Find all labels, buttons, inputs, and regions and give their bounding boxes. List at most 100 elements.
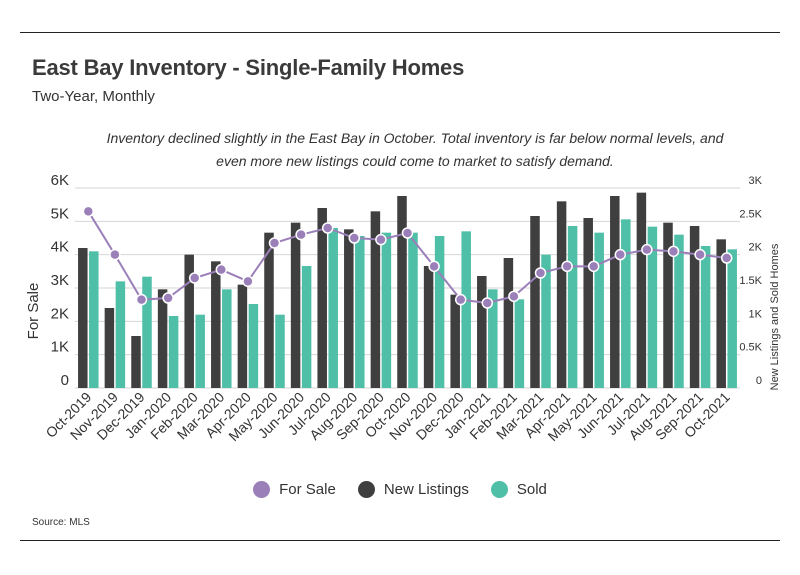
y-tick-label: 2K (51, 305, 69, 322)
bar-sold-nov-2019[interactable] (115, 281, 126, 388)
bar-new-listings-aug-2021[interactable] (663, 222, 673, 388)
x-axis-ticks: Oct-2019Nov-2019Dec-2019Jan-2020Feb-2020… (42, 389, 733, 444)
bar-sold-apr-2020[interactable] (248, 304, 259, 388)
y-tick-label: 0 (61, 372, 69, 389)
y-tick-label: 5K (51, 205, 69, 222)
y2-tick-label: 0.5K (739, 342, 762, 354)
bar-sold-oct-2021[interactable] (727, 249, 737, 388)
bar-new-listings-nov-2020[interactable] (423, 266, 434, 388)
line-for-sale (87, 210, 727, 305)
y-axis-ticks: 0 1K 2K 3K 4K 5K 6K (51, 172, 69, 389)
point-for-sale-aug-2020[interactable] (348, 232, 361, 244)
bottom-rule (20, 540, 780, 541)
chart-title: East Bay Inventory - Single-Family Homes (32, 55, 465, 80)
bar-series (78, 192, 737, 388)
point-for-sale-oct-2020[interactable] (401, 227, 414, 239)
bar-sold-may-2021[interactable] (594, 232, 604, 388)
bar-sold-may-2020[interactable] (275, 314, 285, 388)
bar-sold-jun-2021[interactable] (621, 219, 631, 388)
legend-swatch-sold (490, 481, 508, 498)
legend-item-sold[interactable]: Sold (490, 481, 547, 498)
bar-sold-aug-2020[interactable] (355, 236, 365, 388)
bar-sold-apr-2021[interactable] (567, 226, 578, 388)
point-for-sale-oct-2021[interactable] (720, 252, 733, 264)
point-for-sale-jul-2021[interactable] (641, 243, 653, 256)
bar-new-listings-jan-2021[interactable] (477, 276, 487, 388)
point-for-sale-jan-2021[interactable] (481, 297, 494, 309)
bar-new-listings-mar-2020[interactable] (211, 261, 221, 388)
bar-sold-nov-2020[interactable] (434, 236, 445, 388)
bar-sold-sep-2020[interactable] (381, 232, 392, 388)
point-for-sale-jun-2020[interactable] (295, 228, 307, 241)
point-for-sale-jul-2020[interactable] (321, 222, 334, 234)
bar-new-listings-dec-2020[interactable] (450, 294, 460, 388)
bar-new-listings-jun-2020[interactable] (290, 222, 301, 388)
bar-new-listings-jan-2020[interactable] (157, 289, 168, 388)
bar-new-listings-sep-2020[interactable] (370, 211, 381, 388)
bar-new-listings-apr-2021[interactable] (556, 201, 567, 388)
y-tick-label: 6K (51, 172, 69, 189)
bar-sold-sep-2021[interactable] (700, 246, 711, 388)
point-for-sale-sep-2021[interactable] (694, 248, 706, 261)
legend-item-new-listings[interactable]: New Listings (357, 481, 469, 498)
bar-sold-feb-2021[interactable] (514, 299, 525, 388)
bar-new-listings-may-2020[interactable] (264, 232, 274, 388)
point-for-sale-may-2021[interactable] (587, 260, 600, 273)
y2-tick-label: 0 (756, 375, 762, 387)
legend-item-for-sale[interactable]: For Sale (253, 481, 336, 498)
bar-sold-jul-2020[interactable] (328, 228, 338, 388)
bar-new-listings-sep-2021[interactable] (689, 226, 700, 388)
y-tick-label: 4K (51, 239, 69, 256)
bar-new-listings-aug-2020[interactable] (344, 229, 354, 388)
bar-new-listings-oct-2020[interactable] (397, 196, 407, 388)
point-for-sale-feb-2021[interactable] (508, 290, 520, 303)
point-for-sale-jan-2020[interactable] (162, 292, 174, 304)
chart-annotation: Inventory declined slightly in the East … (106, 130, 724, 169)
bar-sold-dec-2020[interactable] (461, 231, 471, 388)
bar-new-listings-mar-2021[interactable] (530, 216, 540, 388)
bar-new-listings-oct-2019[interactable] (78, 248, 88, 388)
bar-sold-feb-2020[interactable] (195, 314, 205, 388)
top-rule (20, 32, 780, 33)
bar-new-listings-jun-2021[interactable] (610, 196, 620, 388)
point-for-sale-dec-2019[interactable] (135, 293, 148, 306)
point-for-sale-nov-2020[interactable] (428, 260, 440, 273)
point-for-sale-oct-2019[interactable] (82, 205, 95, 218)
bar-sold-dec-2019[interactable] (142, 276, 152, 388)
bar-sold-mar-2020[interactable] (222, 289, 232, 388)
bar-new-listings-nov-2019[interactable] (104, 308, 115, 388)
bar-new-listings-jul-2020[interactable] (317, 208, 327, 388)
point-for-sale-apr-2020[interactable] (242, 275, 254, 288)
y-tick-label: 3K (51, 272, 69, 289)
bar-sold-aug-2021[interactable] (674, 234, 684, 388)
bar-new-listings-may-2021[interactable] (583, 218, 593, 388)
point-for-sale-mar-2020[interactable] (215, 263, 228, 276)
bar-sold-jan-2020[interactable] (168, 316, 179, 388)
bar-new-listings-oct-2021[interactable] (716, 239, 726, 388)
legend: For Sale New Listings Sold (0, 481, 800, 498)
legend-swatch-for-sale (253, 481, 271, 498)
bar-new-listings-feb-2020[interactable] (184, 254, 194, 388)
bar-new-listings-apr-2020[interactable] (237, 284, 248, 388)
bar-sold-jan-2021[interactable] (488, 289, 498, 388)
point-for-sale-jun-2021[interactable] (614, 248, 627, 261)
point-for-sale-aug-2021[interactable] (667, 245, 680, 258)
point-for-sale-sep-2020[interactable] (375, 233, 387, 246)
bar-sold-jun-2020[interactable] (301, 266, 312, 388)
bar-sold-mar-2021[interactable] (541, 254, 551, 388)
bar-new-listings-feb-2021[interactable] (503, 258, 514, 388)
bar-new-listings-dec-2019[interactable] (131, 336, 141, 388)
y2-tick-label: 3K (749, 175, 763, 187)
point-for-sale-feb-2020[interactable] (188, 272, 201, 284)
point-for-sale-nov-2019[interactable] (109, 248, 121, 261)
point-for-sale-mar-2021[interactable] (534, 267, 547, 279)
bar-sold-jul-2021[interactable] (647, 226, 658, 388)
chart-subtitle: Two-Year, Monthly (32, 88, 155, 105)
point-for-sale-apr-2021[interactable] (561, 260, 573, 273)
bar-sold-oct-2020[interactable] (408, 232, 418, 388)
bar-new-listings-jul-2021[interactable] (636, 192, 647, 388)
point-for-sale-dec-2020[interactable] (454, 293, 467, 306)
point-for-sale-may-2020[interactable] (268, 237, 281, 249)
y2-axis-label: New Listings and Sold Homes (769, 243, 781, 390)
bar-sold-oct-2019[interactable] (89, 251, 99, 388)
